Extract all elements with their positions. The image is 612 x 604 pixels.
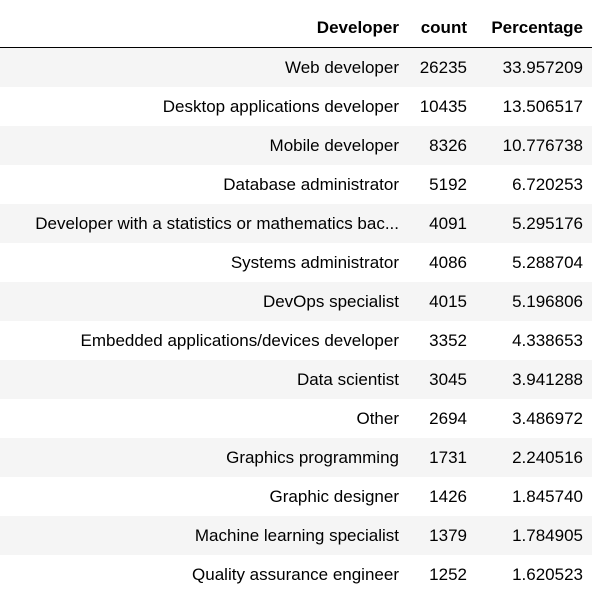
table-row: Quality assurance engineer 1252 1.620523: [0, 555, 592, 594]
count-cell: 5192: [408, 165, 476, 204]
percentage-cell: 6.720253: [476, 165, 592, 204]
column-header-count: count: [408, 8, 476, 48]
header-row: Developer count Percentage: [0, 8, 592, 48]
table-row: Machine learning specialist 1379 1.784905: [0, 516, 592, 555]
count-cell: 3352: [408, 321, 476, 360]
table-row: Web developer 26235 33.957209: [0, 47, 592, 87]
developer-cell: Machine learning specialist: [0, 516, 408, 555]
percentage-cell: 5.196806: [476, 282, 592, 321]
percentage-cell: 3.941288: [476, 360, 592, 399]
count-cell: 8326: [408, 126, 476, 165]
developer-cell: Web developer: [0, 47, 408, 87]
developer-cell: Graphic designer: [0, 477, 408, 516]
table-row: Embedded applications/devices developer 3…: [0, 321, 592, 360]
table-row: Desktop applications developer 10435 13.50…: [0, 87, 592, 126]
developer-cell: DevOps specialist: [0, 282, 408, 321]
developer-cell: Data scientist: [0, 360, 408, 399]
table-row: DevOps specialist 4015 5.196806: [0, 282, 592, 321]
table-row: Developer with a statistics or mathemati…: [0, 204, 592, 243]
developer-cell: Desktop applications developer: [0, 87, 408, 126]
table-header: Developer count Percentage: [0, 8, 592, 48]
percentage-cell: 13.506517: [476, 87, 592, 126]
developer-cell: Mobile developer: [0, 126, 408, 165]
developer-cell: Other: [0, 399, 408, 438]
count-cell: 1426: [408, 477, 476, 516]
count-cell: 26235: [408, 47, 476, 87]
table-row: Graphics programming 1731 2.240516: [0, 438, 592, 477]
percentage-cell: 5.295176: [476, 204, 592, 243]
table-row: Other 2694 3.486972: [0, 399, 592, 438]
table-row: Data scientist 3045 3.941288: [0, 360, 592, 399]
table-row: Database administrator 5192 6.720253: [0, 165, 592, 204]
percentage-cell: 1.620523: [476, 555, 592, 594]
count-cell: 4091: [408, 204, 476, 243]
developer-cell: Database administrator: [0, 165, 408, 204]
count-cell: 4015: [408, 282, 476, 321]
table-row: Graphic designer 1426 1.845740: [0, 477, 592, 516]
table-row: Mobile developer 8326 10.776738: [0, 126, 592, 165]
count-cell: 1252: [408, 555, 476, 594]
dataframe-table: Developer count Percentage Web developer…: [0, 8, 592, 594]
percentage-cell: 33.957209: [476, 47, 592, 87]
percentage-cell: 3.486972: [476, 399, 592, 438]
count-cell: 10435: [408, 87, 476, 126]
count-cell: 3045: [408, 360, 476, 399]
count-cell: 1731: [408, 438, 476, 477]
developer-cell: Quality assurance engineer: [0, 555, 408, 594]
developer-cell: Graphics programming: [0, 438, 408, 477]
percentage-cell: 1.845740: [476, 477, 592, 516]
count-cell: 2694: [408, 399, 476, 438]
column-header-percentage: Percentage: [476, 8, 592, 48]
count-cell: 1379: [408, 516, 476, 555]
count-cell: 4086: [408, 243, 476, 282]
table-row: Systems administrator 4086 5.288704: [0, 243, 592, 282]
developer-cell: Systems administrator: [0, 243, 408, 282]
percentage-cell: 5.288704: [476, 243, 592, 282]
developer-cell: Developer with a statistics or mathemati…: [0, 204, 408, 243]
percentage-cell: 2.240516: [476, 438, 592, 477]
percentage-cell: 4.338653: [476, 321, 592, 360]
table-body: Web developer 26235 33.957209 Desktop appli…: [0, 47, 592, 594]
percentage-cell: 10.776738: [476, 126, 592, 165]
developer-cell: Embedded applications/devices developer: [0, 321, 408, 360]
percentage-cell: 1.784905: [476, 516, 592, 555]
column-header-developer: Developer: [0, 8, 408, 48]
